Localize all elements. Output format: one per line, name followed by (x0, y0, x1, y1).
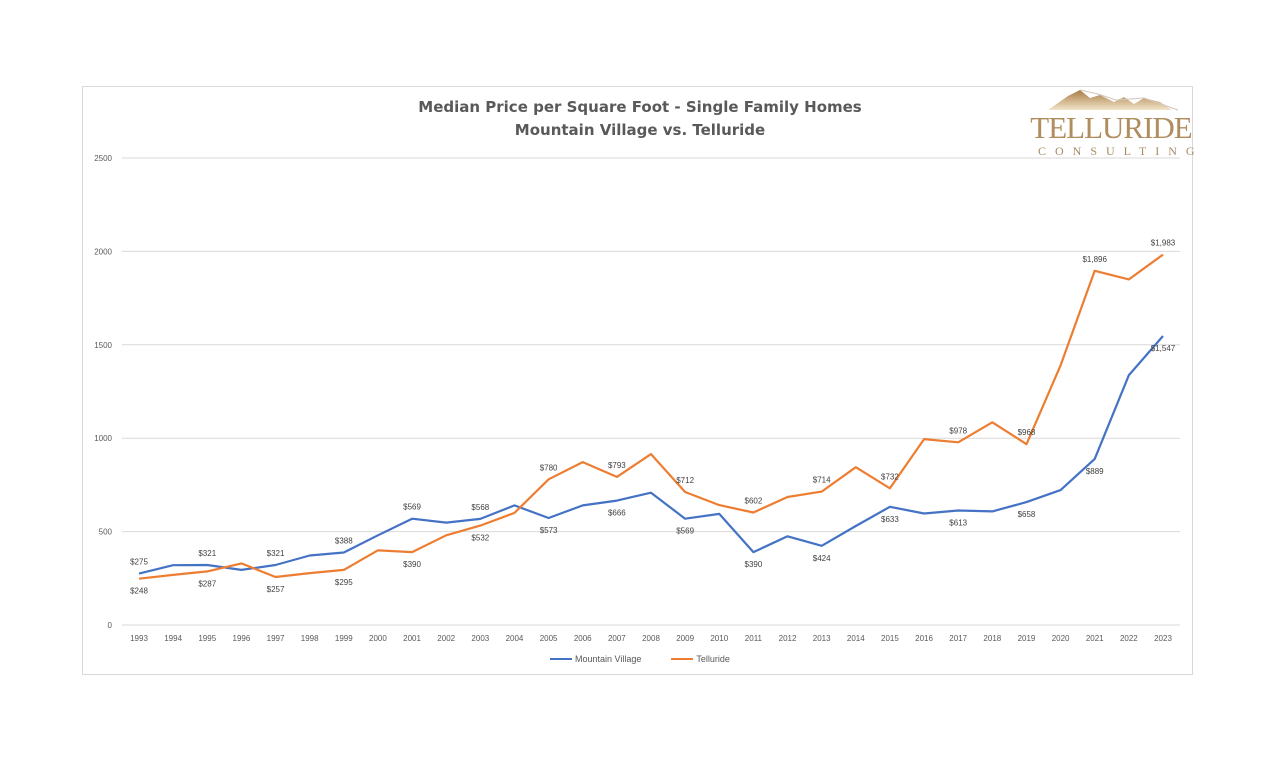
series-line-telluride (138, 253, 1164, 580)
y-tick-label: 1000 (94, 434, 112, 443)
x-tick-label: 1998 (301, 634, 319, 643)
data-label: $390 (403, 560, 421, 569)
legend-item-telluride: Telluride (671, 654, 730, 664)
x-tick-label: 2000 (369, 634, 387, 643)
legend-label: Telluride (696, 654, 730, 664)
x-tick-label: 2002 (437, 634, 455, 643)
legend-label: Mountain Village (575, 654, 642, 664)
x-tick-label: 2007 (608, 634, 626, 643)
chart-title: Median Price per Square Foot - Single Fa… (418, 98, 862, 116)
x-tick-label: 2020 (1052, 634, 1070, 643)
x-tick-label: 2019 (1018, 634, 1036, 643)
data-label: $568 (471, 503, 489, 512)
x-tick-label: 2016 (915, 634, 933, 643)
legend-item-mountain-village: Mountain Village (550, 654, 641, 664)
telluride-consulting-logo: TELLURIDE CONSULTING (1028, 86, 1204, 160)
legend-swatch-blue (550, 658, 573, 660)
mountain-logo-icon (1048, 89, 1179, 111)
data-label: $569 (403, 503, 421, 512)
y-tick-label: 2000 (94, 247, 112, 256)
x-tick-label: 2021 (1086, 634, 1104, 643)
data-label: $968 (1018, 428, 1036, 437)
x-tick-label: 2004 (506, 634, 524, 643)
data-label: $321 (198, 549, 216, 558)
data-label: $1,896 (1082, 255, 1107, 264)
y-tick-label: 1500 (94, 341, 112, 350)
data-label: $573 (540, 526, 558, 535)
logo-wordmark: TELLURIDE (1030, 110, 1192, 145)
x-tick-label: 2014 (847, 634, 865, 643)
data-label: $287 (198, 579, 216, 588)
x-tick-label: 2017 (949, 634, 967, 643)
x-tick-label: 2006 (574, 634, 592, 643)
x-tick-label: 1995 (198, 634, 216, 643)
x-tick-label: 2005 (540, 634, 558, 643)
x-tick-label: 2011 (745, 634, 763, 643)
data-label: $889 (1086, 467, 1104, 476)
x-tick-label: 2012 (779, 634, 797, 643)
x-tick-label: 1996 (233, 634, 251, 643)
data-label: $1,983 (1151, 239, 1176, 248)
data-label: $732 (881, 472, 899, 481)
x-tick-label: 1997 (267, 634, 285, 643)
x-tick-label: 2015 (881, 634, 899, 643)
x-tick-label: 2001 (403, 634, 421, 643)
y-tick-label: 2500 (94, 154, 112, 163)
data-label: $714 (813, 476, 831, 485)
x-tick-label: 1994 (164, 634, 182, 643)
data-label: $633 (881, 515, 899, 524)
x-tick-label: 2008 (642, 634, 660, 643)
data-label: $248 (130, 587, 148, 596)
data-label: $780 (540, 463, 558, 472)
data-label: $532 (471, 534, 489, 543)
x-tick-label: 1993 (130, 634, 148, 643)
x-tick-label: 2023 (1154, 634, 1172, 643)
data-label: $613 (949, 518, 967, 527)
series-line-mountain-village (138, 335, 1164, 575)
y-tick-label: 0 (108, 621, 113, 630)
chart-subtitle: Mountain Village vs. Telluride (514, 121, 766, 139)
chart-legend: Mountain Village Telluride (0, 654, 1280, 664)
data-label: $424 (813, 554, 831, 563)
data-label: $390 (745, 560, 763, 569)
data-label: $257 (267, 585, 285, 594)
x-tick-label: 2013 (813, 634, 831, 643)
data-label: $1,547 (1151, 344, 1176, 353)
x-tick-label: 2009 (676, 634, 694, 643)
data-label: $978 (949, 426, 967, 435)
data-label: $712 (676, 476, 694, 485)
data-label: $666 (608, 509, 626, 518)
x-tick-label: 1999 (335, 634, 353, 643)
x-tick-label: 2022 (1120, 634, 1138, 643)
chart-area (82, 86, 1193, 675)
data-label: $793 (608, 461, 626, 470)
data-label: $275 (130, 558, 148, 567)
logo-tagline: CONSULTING (1038, 144, 1204, 158)
data-label: $388 (335, 537, 353, 546)
data-label: $602 (745, 497, 763, 506)
data-label: $569 (676, 527, 694, 536)
x-tick-label: 2018 (983, 634, 1001, 643)
data-label: $321 (267, 549, 285, 558)
y-tick-label: 500 (99, 528, 113, 537)
x-tick-label: 2010 (710, 634, 728, 643)
x-tick-label: 2003 (471, 634, 489, 643)
legend-swatch-orange (671, 658, 694, 660)
data-label: $658 (1018, 510, 1036, 519)
data-label: $295 (335, 578, 353, 587)
